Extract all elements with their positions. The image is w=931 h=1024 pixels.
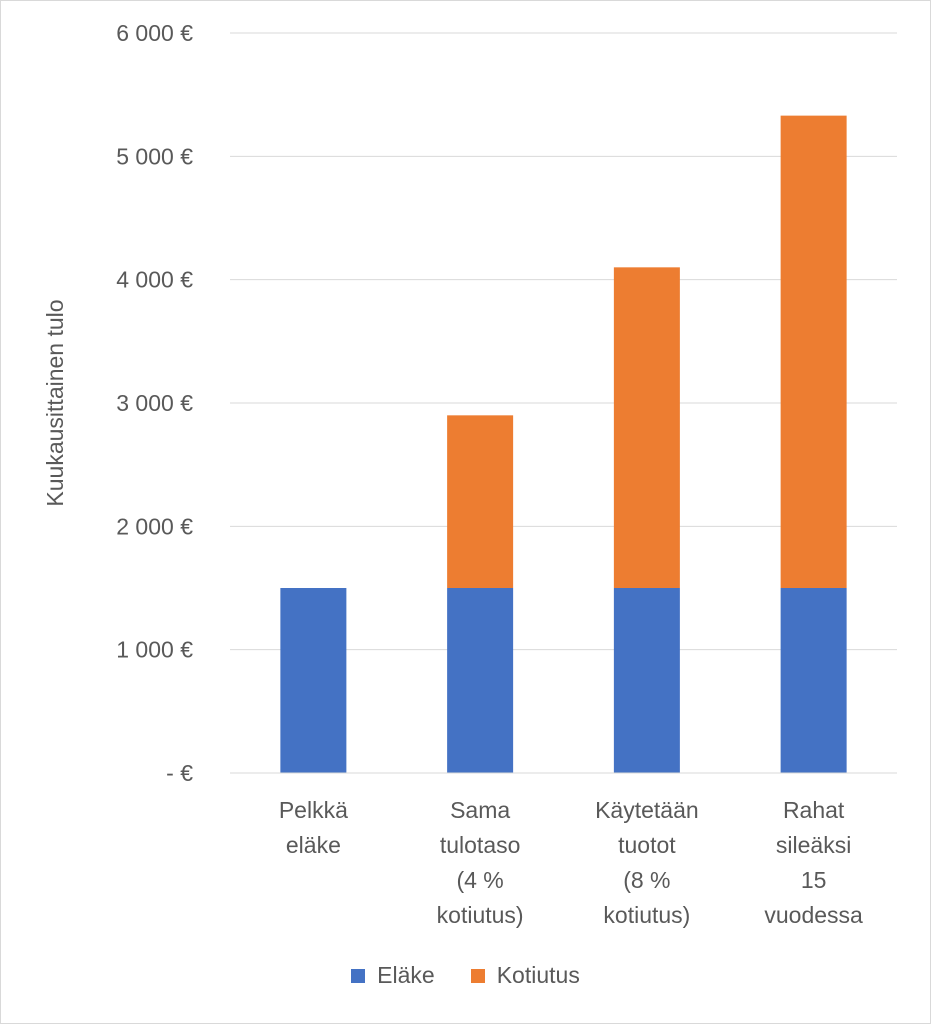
y-tick-label: 5 000 € bbox=[116, 143, 193, 169]
bar-elake-1 bbox=[280, 588, 347, 773]
bar-kotiutus-4 bbox=[780, 115, 847, 588]
y-tick-label: 2 000 € bbox=[116, 513, 193, 539]
bar-elake-3 bbox=[613, 588, 680, 773]
x-category-label: Sama tulotaso (4 % kotiutus) bbox=[437, 797, 524, 928]
legend-swatch bbox=[470, 968, 485, 983]
y-tick-label: 1 000 € bbox=[116, 637, 193, 663]
bar-elake-4 bbox=[780, 588, 847, 773]
y-tick-label: 4 000 € bbox=[116, 267, 193, 293]
legend: Eläke Kotiutus bbox=[0, 962, 931, 989]
y-tick-label: 6 000 € bbox=[116, 20, 193, 46]
x-axis-category-labels: Pelkkä eläke Sama tulotaso (4 % kotiutus) Käyt… bbox=[279, 797, 863, 928]
legend-item-kotiutus: Kotiutus bbox=[470, 962, 580, 989]
bar-kotiutus-2 bbox=[447, 415, 514, 588]
legend-label: Kotiutus bbox=[496, 962, 580, 988]
legend-label: Eläke bbox=[377, 962, 435, 988]
legend-swatch bbox=[351, 968, 366, 983]
legend-item-elake: Eläke bbox=[351, 962, 435, 989]
bar-kotiutus-3 bbox=[613, 267, 680, 588]
y-tick-label: 3 000 € bbox=[116, 390, 193, 416]
bar-elake-2 bbox=[447, 588, 514, 773]
y-axis-label: Kuukausittainen tulo bbox=[42, 299, 68, 506]
x-category-label: Rahat sileäksi 15 vuodessa bbox=[764, 797, 863, 928]
x-category-label: Pelkkä eläke bbox=[279, 797, 348, 858]
y-tick-label: - € bbox=[166, 760, 193, 786]
x-category-label: Käytetään tuotot (8 % kotiutus) bbox=[595, 797, 699, 928]
y-axis-ticks: - € 1 000 € 2 000 € 3 000 € 4 000 € 5 000 € 6 … bbox=[116, 20, 193, 786]
bars bbox=[280, 115, 847, 773]
